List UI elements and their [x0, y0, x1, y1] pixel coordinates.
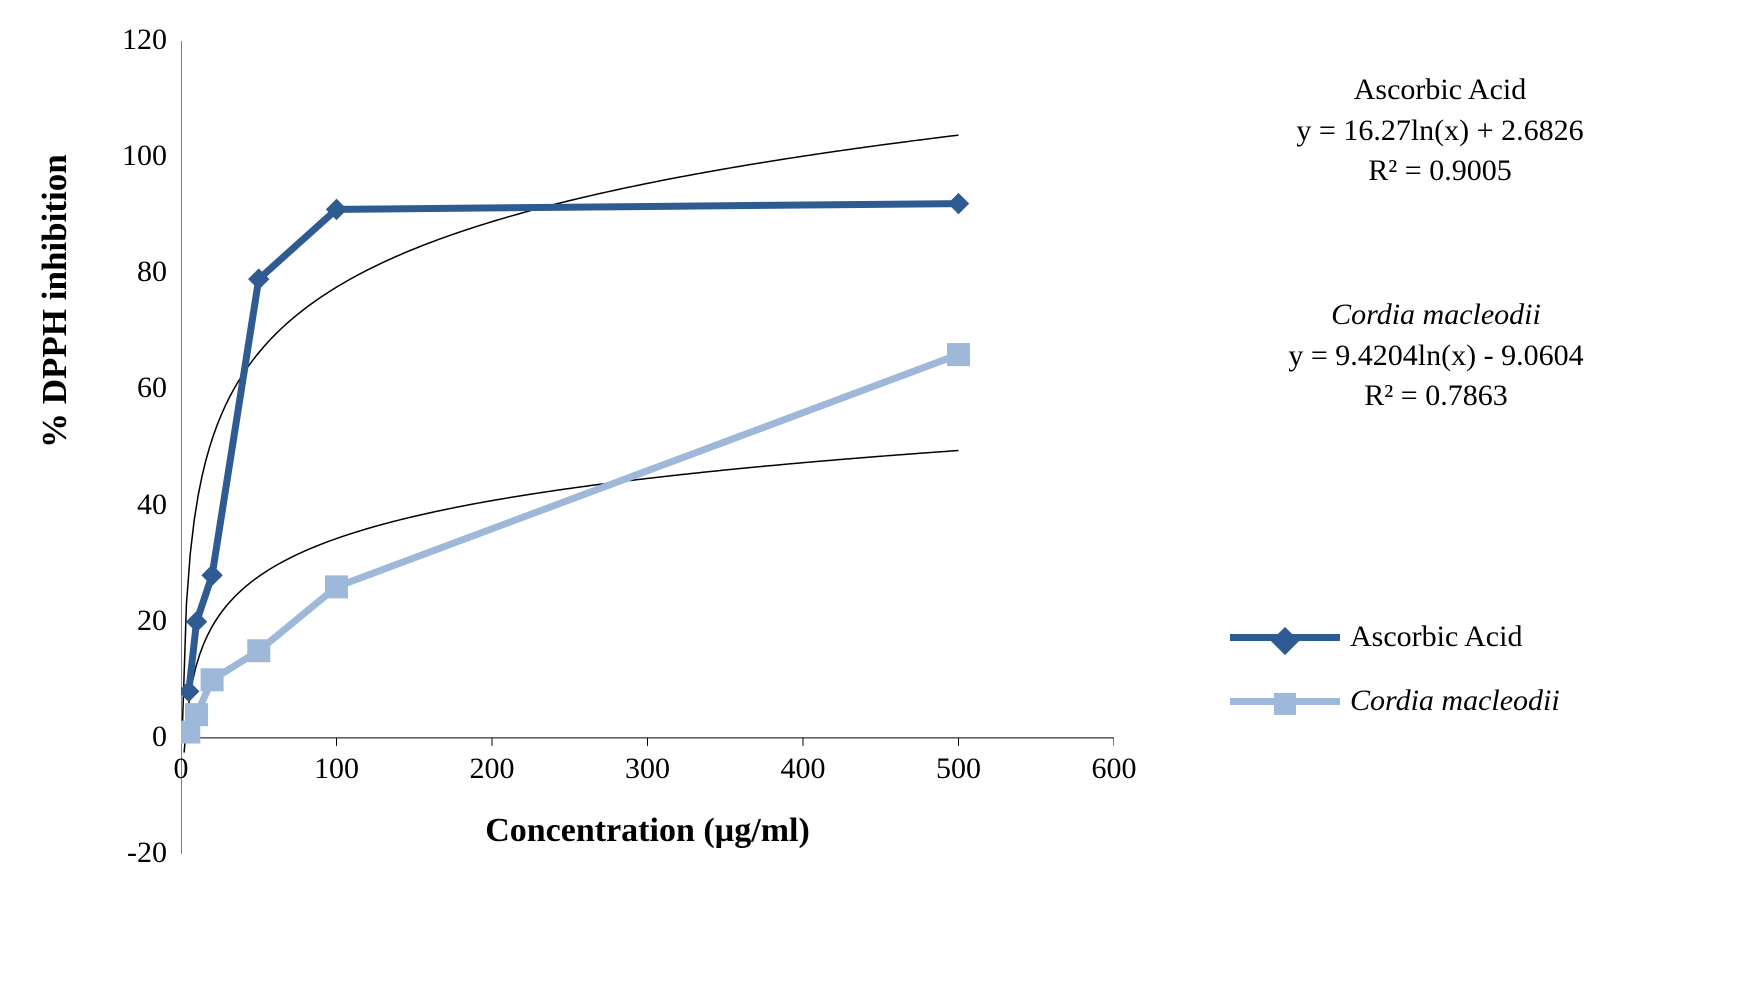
y-tick-label: 60 — [137, 371, 167, 405]
legend-marker — [1271, 626, 1299, 654]
equation-title: Ascorbic Acid — [1230, 70, 1650, 111]
y-tick-label: 0 — [152, 720, 167, 754]
legend-label: Ascorbic Acid — [1350, 620, 1522, 654]
legend-item: Cordia macleodii — [1230, 684, 1560, 718]
plot-area — [181, 41, 1114, 854]
legend-line-sample — [1230, 698, 1340, 705]
y-tick-label: 80 — [137, 255, 167, 289]
dpph-inhibition-chart: % DPPH inhibition Concentration (µg/ml) … — [0, 0, 1744, 999]
x-tick-label: 300 — [625, 752, 670, 786]
x-tick-label: 0 — [174, 752, 189, 786]
equation-block: Cordia macleodiiy = 9.4204ln(x) - 9.0604… — [1216, 295, 1656, 417]
equation-title: Cordia macleodii — [1216, 295, 1656, 336]
legend-marker — [1274, 692, 1296, 714]
equation-line: R² = 0.7863 — [1216, 376, 1656, 417]
y-tick-label: 120 — [122, 23, 167, 57]
equation-line: y = 16.27ln(x) + 2.6826 — [1230, 111, 1650, 152]
y-tick-label: 40 — [137, 488, 167, 522]
equation-block: Ascorbic Acidy = 16.27ln(x) + 2.6826R² =… — [1230, 70, 1650, 192]
x-tick-label: 200 — [470, 752, 515, 786]
legend-line-sample — [1230, 634, 1340, 641]
equation-line: y = 9.4204ln(x) - 9.0604 — [1216, 336, 1656, 377]
legend-label: Cordia macleodii — [1350, 684, 1560, 718]
x-tick-label: 100 — [314, 752, 359, 786]
x-tick-label: 400 — [781, 752, 826, 786]
x-tick-label: 500 — [936, 752, 981, 786]
x-axis-label: Concentration (µg/ml) — [485, 812, 810, 850]
legend-item: Ascorbic Acid — [1230, 620, 1560, 654]
x-tick-label: 600 — [1092, 752, 1137, 786]
y-tick-label: -20 — [127, 836, 167, 870]
y-tick-label: 100 — [122, 139, 167, 173]
y-tick-label: 20 — [137, 604, 167, 638]
legend: Ascorbic Acid Cordia macleodii — [1230, 620, 1560, 748]
equation-line: R² = 0.9005 — [1230, 151, 1650, 192]
